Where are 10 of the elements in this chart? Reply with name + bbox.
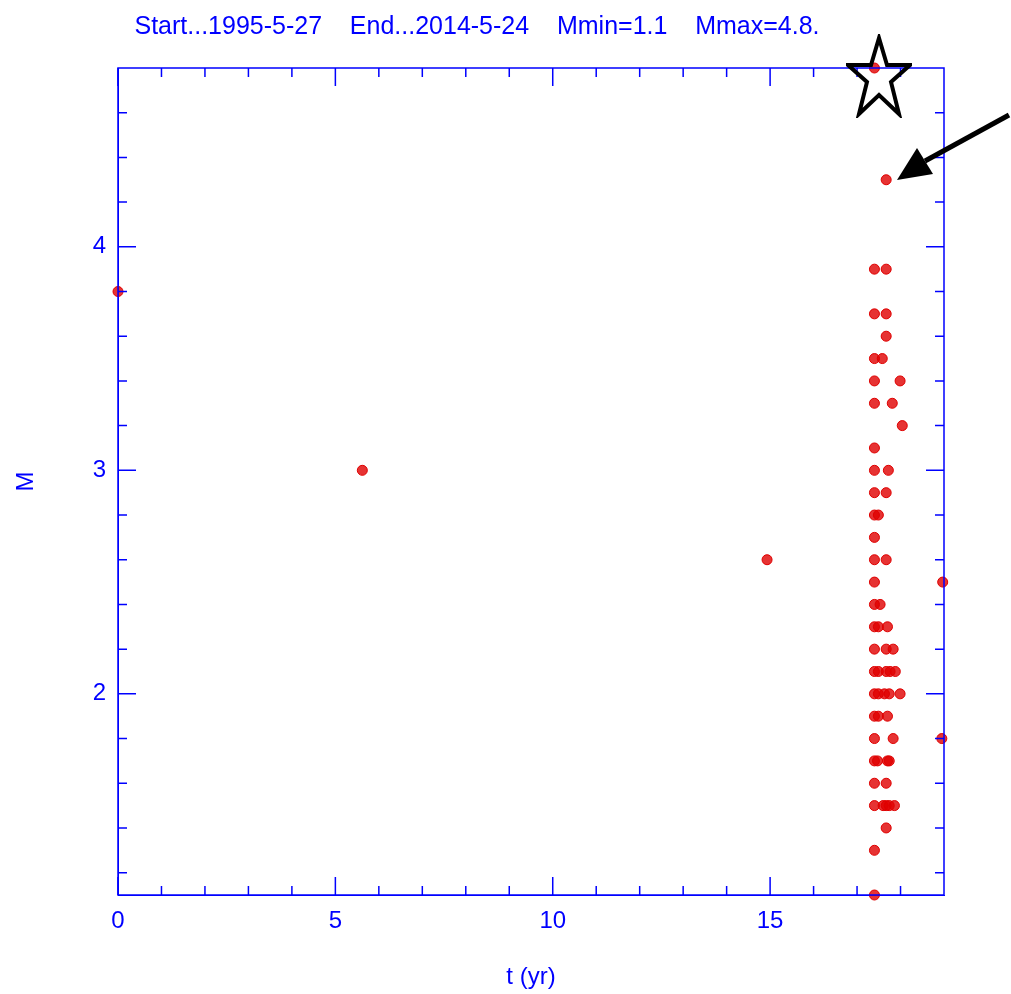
- y-tick-label: 2: [92, 678, 106, 706]
- x-tick-label: 15: [756, 906, 784, 934]
- x-tick-label: 10: [539, 906, 567, 934]
- x-tick-label: 0: [111, 906, 125, 934]
- x-tick-label: 5: [328, 906, 343, 934]
- y-tick-label: 3: [92, 454, 106, 482]
- chart-title: Start...1995-5-27 End...2014-5-24 Mmin=1.1 Mmax=4.8.: [134, 10, 820, 39]
- x-axis-title: t (yr): [506, 962, 556, 990]
- y-axis-title: M: [11, 471, 39, 492]
- y-tick-label: 4: [92, 231, 106, 259]
